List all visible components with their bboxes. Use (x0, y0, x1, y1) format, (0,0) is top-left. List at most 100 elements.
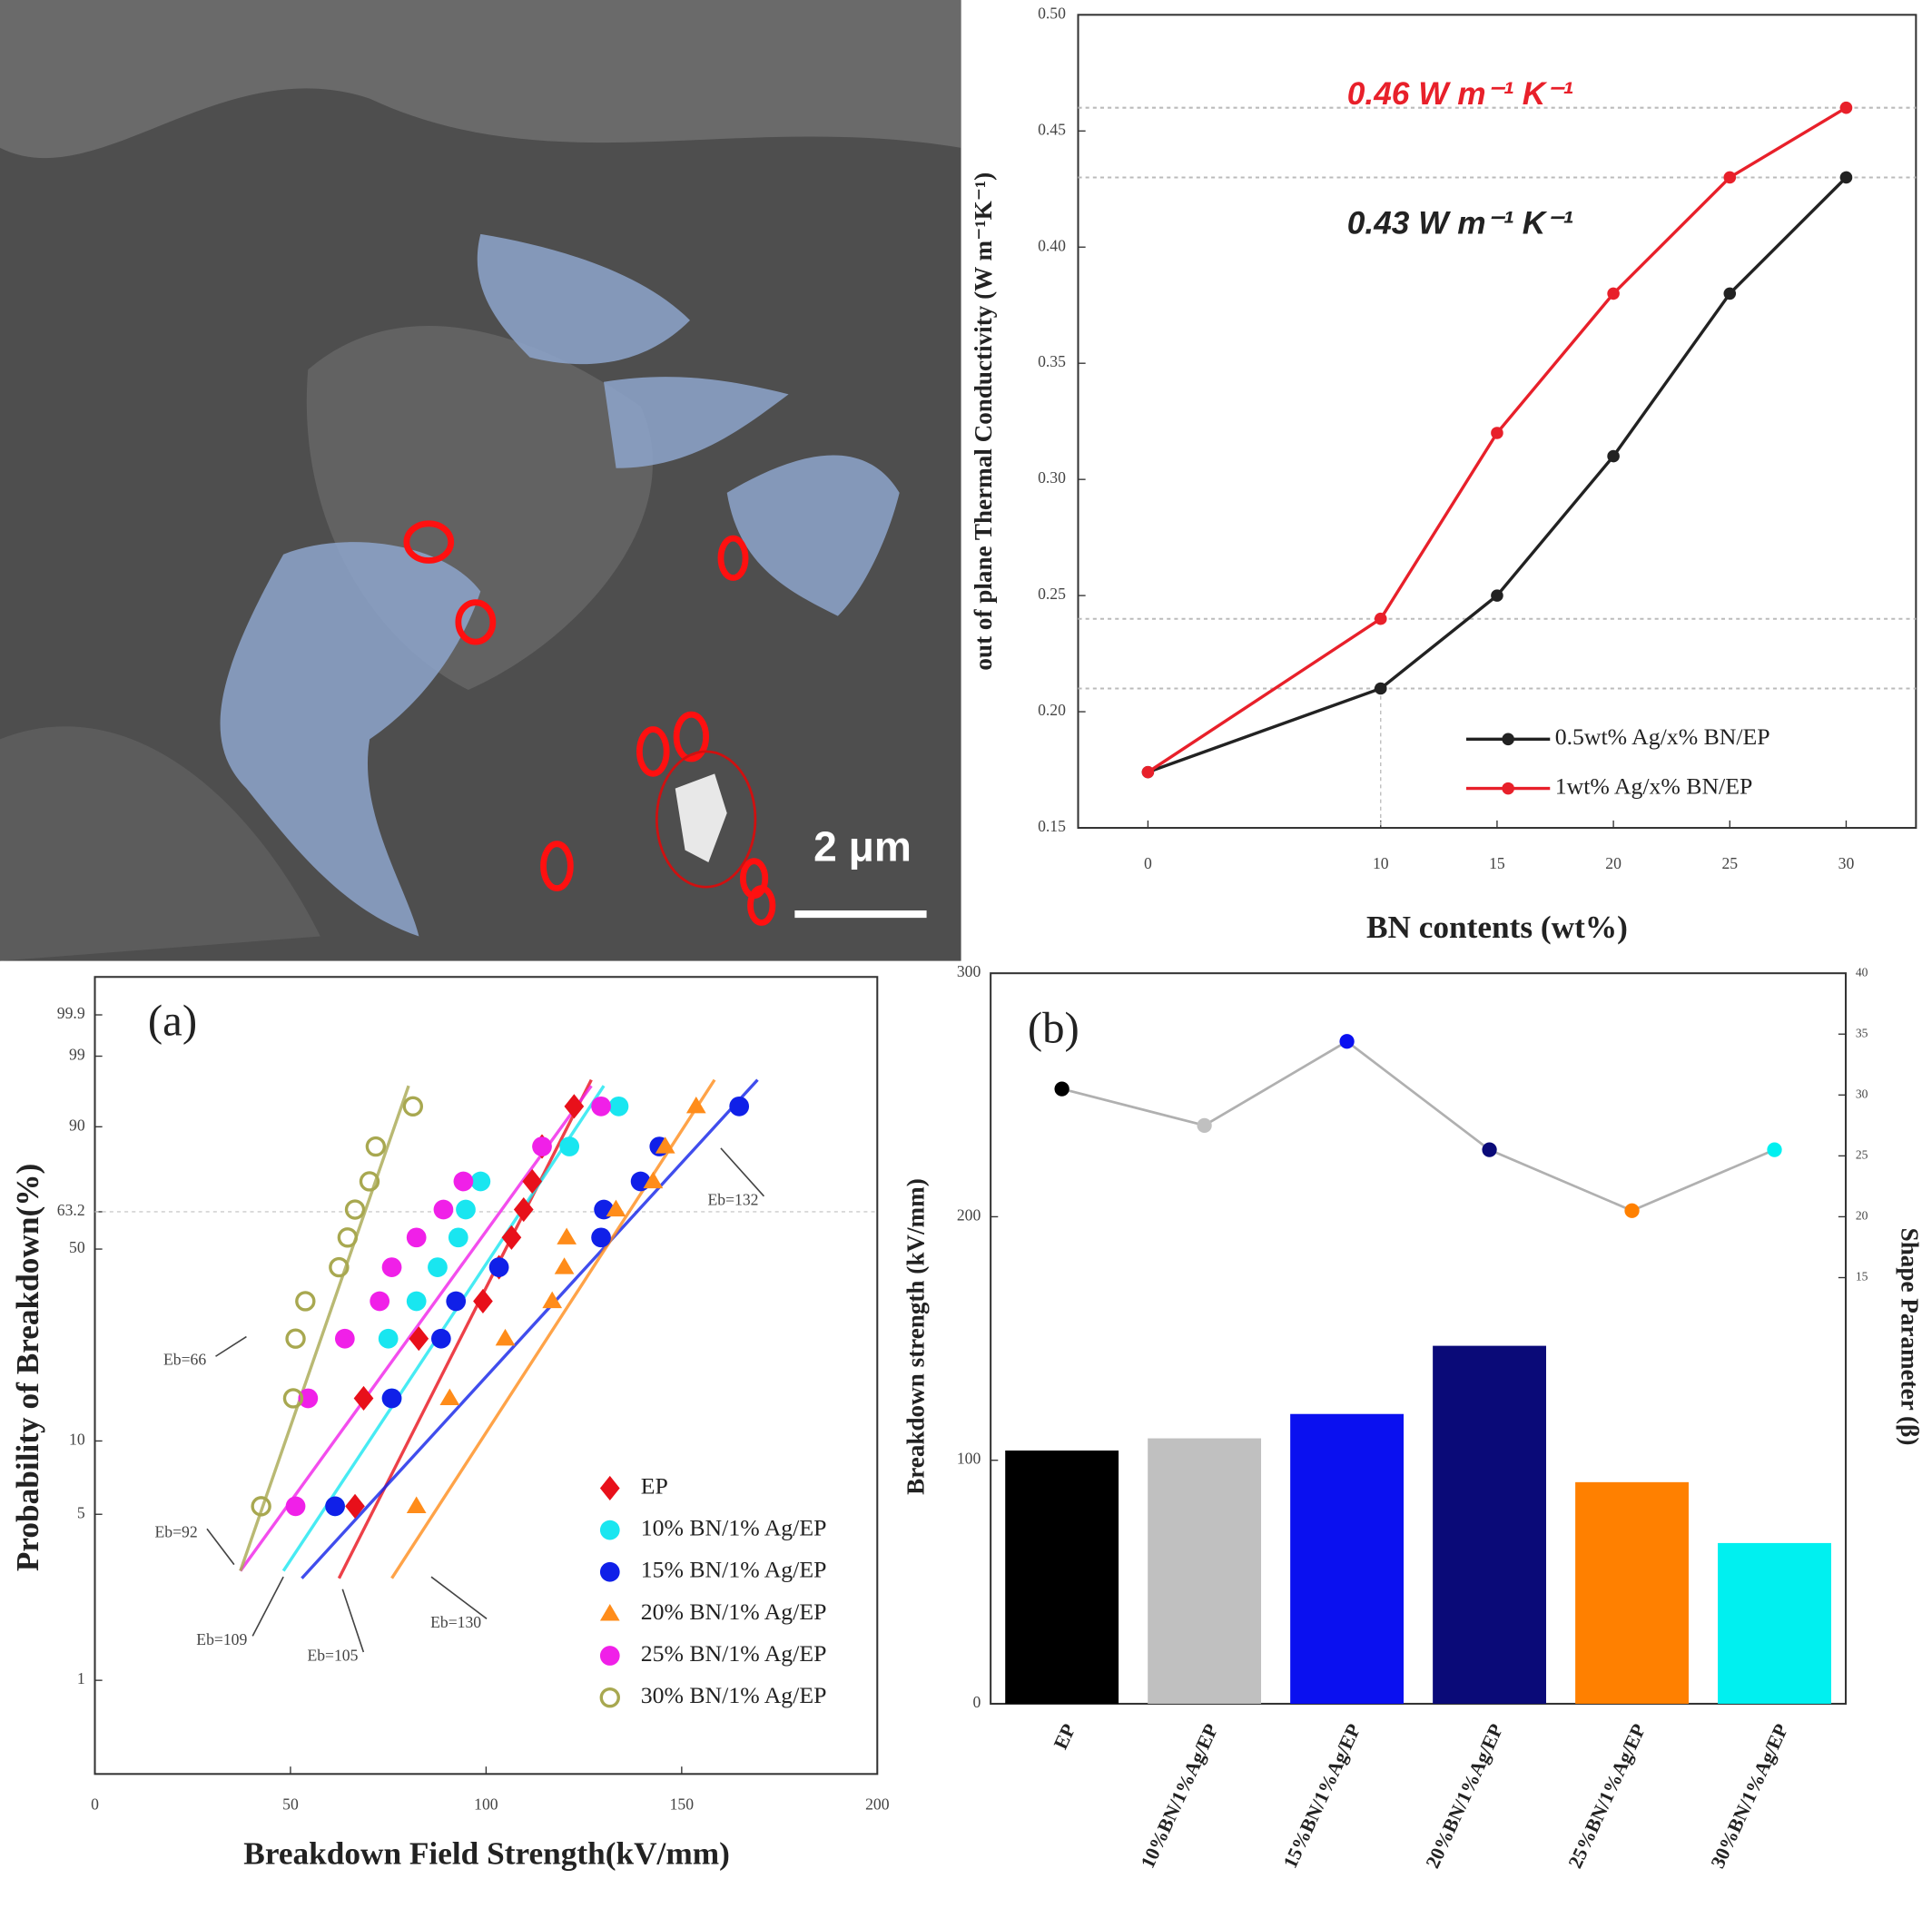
data-point (564, 1094, 585, 1119)
annotation: 0.43 W m⁻¹ K⁻¹ (1347, 206, 1573, 241)
data-point (325, 1496, 345, 1517)
data-point (1767, 1142, 1782, 1157)
x-tick-label: 0 (91, 1795, 99, 1814)
data-point (282, 1388, 304, 1409)
data-point (1491, 589, 1503, 602)
data-point (285, 1496, 306, 1517)
data-point (453, 1171, 474, 1192)
legend-marker (599, 1475, 620, 1501)
highlight-region (604, 377, 789, 468)
x-tick-label: 150 (670, 1795, 695, 1814)
red-circle (717, 535, 749, 581)
x-tick-label: EP (1050, 1720, 1079, 1752)
data-point (409, 1326, 429, 1352)
annotation-arrow (430, 1576, 488, 1619)
data-point (1482, 1142, 1497, 1157)
data-point (439, 1388, 460, 1406)
data-point (337, 1227, 359, 1248)
data-point (655, 1136, 675, 1154)
y-tick-label: 5 (77, 1503, 85, 1521)
annotation-arrow (720, 1147, 765, 1197)
annotation-arrow (341, 1589, 365, 1653)
bar (1005, 1450, 1119, 1704)
data-point (285, 1328, 306, 1349)
legend-label: EP (641, 1472, 668, 1499)
data-point (1491, 427, 1503, 439)
red-circle (656, 750, 757, 889)
y-tick-label: 0.30 (1038, 468, 1066, 487)
red-circle (636, 726, 670, 777)
x-tick-label: 25%BN/1%Ag/EP (1564, 1720, 1651, 1871)
y2-tick-label: 25 (1856, 1147, 1868, 1161)
x-tick-label: 30 (1838, 854, 1855, 872)
data-point (334, 1328, 355, 1349)
bar (1290, 1413, 1405, 1704)
x-tick-label: 20 (1605, 854, 1622, 872)
highlight-region (726, 455, 900, 616)
annotation: Eb=92 (154, 1523, 197, 1541)
data-point (1197, 1117, 1212, 1133)
data-point (433, 1199, 454, 1220)
annotation-arrow (251, 1576, 284, 1637)
y-tick-label: 100 (957, 1450, 981, 1468)
y-tick-label: 0.40 (1038, 236, 1066, 254)
data-point (251, 1496, 271, 1517)
data-point (1374, 682, 1387, 695)
data-point (729, 1096, 750, 1116)
panel-label: (a) (148, 995, 197, 1045)
data-point (329, 1256, 350, 1278)
y-tick-label: 1 (77, 1669, 85, 1687)
annotation-arrow (215, 1335, 247, 1357)
data-point (608, 1096, 629, 1116)
data-point (381, 1388, 402, 1409)
legend-marker (1502, 782, 1514, 795)
annotation: Eb=105 (307, 1646, 358, 1664)
y-tick-label: 50 (69, 1238, 85, 1256)
red-circle (673, 711, 710, 762)
legend-marker (599, 1604, 620, 1621)
data-point (513, 1196, 534, 1223)
x-tick-label: 25 (1721, 854, 1738, 872)
highlight-region (220, 542, 481, 937)
data-point (344, 1199, 366, 1220)
annotation: Eb=109 (196, 1630, 247, 1648)
y2-tick-label: 30 (1856, 1087, 1868, 1100)
y-tick-label: 0.20 (1038, 701, 1066, 719)
x-axis-label: Breakdown Field Strength(kV/mm) (243, 1835, 730, 1871)
y-tick-label: 0.15 (1038, 817, 1066, 835)
data-point (448, 1227, 468, 1248)
bar (1433, 1345, 1546, 1704)
data-point (1054, 1081, 1070, 1097)
bar (1718, 1542, 1831, 1704)
y-axis-label: Breakdown strength (kV/mm) (902, 1178, 929, 1495)
legend-marker (599, 1520, 620, 1540)
legend-marker (599, 1561, 620, 1582)
data-point (1839, 171, 1853, 184)
annotation: Eb=130 (430, 1613, 481, 1631)
sem-texture (0, 0, 961, 159)
data-point (365, 1136, 387, 1157)
data-point (370, 1291, 390, 1312)
data-point (643, 1171, 664, 1189)
y-tick-label: 99.9 (57, 1004, 85, 1022)
y-tick-label: 0.25 (1038, 585, 1066, 603)
fit-line (390, 1078, 716, 1579)
legend-label: 20% BN/1% Ag/EP (641, 1598, 827, 1625)
highlight-region (477, 233, 690, 365)
data-point (446, 1291, 467, 1312)
fit-line (301, 1078, 759, 1579)
y-tick-label: 10 (69, 1431, 85, 1449)
data-point (1624, 1203, 1640, 1218)
red-circle (540, 841, 574, 891)
data-point (1723, 287, 1737, 300)
x-axis-label: BN contents (wt%) (1366, 910, 1628, 945)
data-point (381, 1257, 402, 1277)
y-tick-label: 63.2 (57, 1201, 85, 1219)
data-point (1839, 101, 1853, 114)
data-point (470, 1171, 491, 1192)
data-line (1147, 106, 1848, 774)
data-point (542, 1291, 563, 1309)
data-point (488, 1257, 509, 1277)
x-tick-label: 200 (865, 1795, 890, 1814)
